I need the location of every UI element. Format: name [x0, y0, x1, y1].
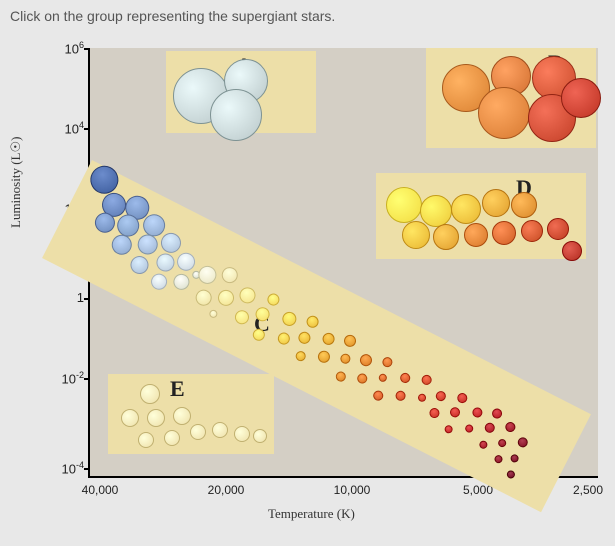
star: [433, 224, 459, 250]
star: [148, 271, 170, 293]
star: [504, 420, 517, 433]
star: [478, 439, 489, 450]
star: [381, 355, 394, 368]
star: [219, 264, 241, 286]
star: [506, 469, 517, 480]
star: [516, 436, 529, 449]
star: [147, 409, 165, 427]
star: [398, 371, 411, 384]
star: [482, 189, 510, 217]
star: [276, 330, 292, 346]
star: [208, 308, 219, 319]
star: [561, 78, 601, 118]
x-tick-label: 10,000: [334, 483, 371, 497]
star: [140, 384, 160, 404]
star: [127, 253, 151, 277]
y-tick-mark: [84, 48, 90, 50]
star: [138, 432, 154, 448]
hr-diagram: Luminosity (L☉) Temperature (K) 106 104 10…: [8, 28, 608, 538]
star: [173, 407, 191, 425]
group-e[interactable]: E: [108, 374, 274, 454]
star: [448, 406, 461, 419]
y-axis-label: Luminosity (L☉): [8, 137, 24, 228]
star: [215, 287, 237, 309]
star: [334, 370, 347, 383]
star: [483, 421, 496, 434]
star: [511, 192, 537, 218]
star: [171, 271, 193, 293]
star: [464, 423, 475, 434]
star: [493, 454, 504, 465]
group-a[interactable]: A: [166, 51, 316, 133]
x-tick-label: 2,500: [573, 483, 603, 497]
star: [562, 241, 582, 261]
star: [420, 373, 433, 386]
star: [280, 310, 299, 329]
star: [265, 292, 281, 308]
star: [372, 389, 385, 402]
y-tick-mark: [84, 298, 90, 300]
y-tick-mark: [84, 128, 90, 130]
star: [471, 406, 484, 419]
star: [253, 429, 267, 443]
y-tick-label: 1: [46, 290, 84, 305]
x-axis-label: Temperature (K): [268, 506, 355, 522]
star: [386, 187, 422, 223]
y-tick-mark: [84, 468, 90, 470]
star: [402, 221, 430, 249]
star: [339, 352, 352, 365]
star: [305, 314, 321, 330]
star: [394, 389, 407, 402]
x-tick-label: 20,000: [208, 483, 245, 497]
star: [195, 263, 219, 287]
star: [356, 372, 369, 385]
star: [121, 409, 139, 427]
star: [237, 285, 259, 307]
star: [521, 220, 543, 242]
star: [212, 422, 228, 438]
y-tick-label: 10-4: [46, 460, 84, 476]
group-d[interactable]: D: [376, 173, 586, 259]
question-prompt: Click on the group representing the supe…: [0, 0, 615, 28]
star: [547, 218, 569, 240]
star: [234, 426, 250, 442]
star: [451, 194, 481, 224]
star: [478, 87, 530, 139]
star: [377, 372, 388, 383]
star: [434, 389, 447, 402]
star: [456, 391, 469, 404]
star: [492, 221, 516, 245]
star: [210, 89, 262, 141]
star: [497, 438, 508, 449]
group-label-e: E: [170, 376, 185, 402]
star: [153, 250, 177, 274]
star: [193, 287, 215, 309]
star: [294, 349, 307, 362]
star: [320, 331, 336, 347]
y-tick-label: 104: [46, 120, 84, 136]
y-tick-mark: [84, 378, 90, 380]
x-tick-label: 40,000: [82, 483, 119, 497]
star: [296, 330, 312, 346]
star: [428, 406, 441, 419]
star: [190, 424, 206, 440]
star: [233, 308, 252, 327]
star: [490, 407, 503, 420]
star: [358, 352, 374, 368]
star: [509, 453, 520, 464]
star: [420, 195, 452, 227]
star: [464, 223, 488, 247]
y-tick-label: 106: [46, 40, 84, 56]
star: [443, 424, 454, 435]
group-b[interactable]: B: [426, 48, 596, 148]
y-tick-label: 10-2: [46, 370, 84, 386]
star: [164, 430, 180, 446]
star: [316, 349, 332, 365]
star: [417, 392, 428, 403]
star: [342, 333, 358, 349]
